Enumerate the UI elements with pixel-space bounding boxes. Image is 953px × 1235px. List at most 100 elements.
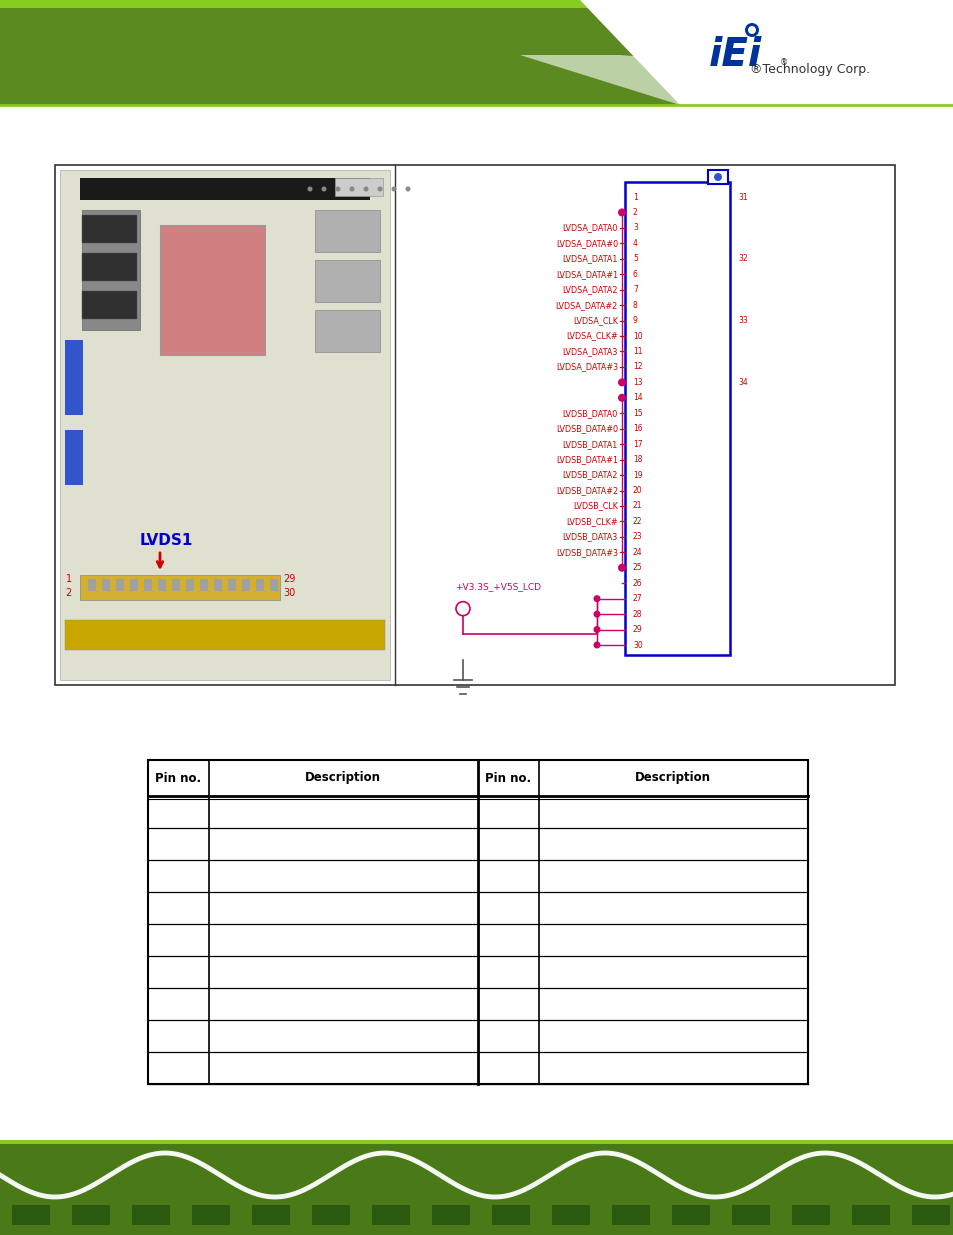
Bar bbox=[372, 1205, 410, 1225]
Text: LVDSA_CLK: LVDSA_CLK bbox=[573, 316, 618, 325]
Bar bbox=[314, 310, 379, 352]
Circle shape bbox=[593, 610, 599, 618]
Text: Description: Description bbox=[635, 772, 711, 784]
Circle shape bbox=[618, 394, 625, 401]
Text: LVDSB_DATA#0: LVDSB_DATA#0 bbox=[556, 425, 618, 433]
Text: 21: 21 bbox=[633, 501, 641, 510]
Text: 15: 15 bbox=[633, 409, 642, 417]
Circle shape bbox=[363, 186, 368, 191]
Circle shape bbox=[618, 378, 625, 387]
Circle shape bbox=[713, 173, 721, 182]
Bar bbox=[116, 579, 124, 592]
Text: 2: 2 bbox=[66, 588, 71, 598]
Bar bbox=[0, 0, 953, 7]
Bar bbox=[65, 620, 385, 650]
Text: LVDSA_CLK#: LVDSA_CLK# bbox=[566, 331, 618, 341]
Text: 14: 14 bbox=[633, 393, 642, 403]
Text: 24: 24 bbox=[633, 548, 642, 557]
Bar bbox=[492, 1205, 530, 1225]
Bar bbox=[82, 253, 137, 282]
Text: 9: 9 bbox=[633, 316, 638, 325]
Text: 29: 29 bbox=[283, 574, 295, 584]
Text: 17: 17 bbox=[633, 440, 642, 448]
Bar bbox=[200, 579, 208, 592]
Polygon shape bbox=[519, 56, 953, 105]
Circle shape bbox=[321, 186, 326, 191]
Text: +V3.3S_+V5S_LCD: +V3.3S_+V5S_LCD bbox=[455, 582, 540, 592]
Text: 27: 27 bbox=[633, 594, 642, 603]
Bar bbox=[132, 1205, 170, 1225]
Bar bbox=[172, 579, 180, 592]
Text: LVDSB_DATA3: LVDSB_DATA3 bbox=[562, 532, 618, 541]
Text: LVDSB_DATA#1: LVDSB_DATA#1 bbox=[556, 456, 618, 464]
Text: 19: 19 bbox=[633, 471, 642, 479]
Text: 6: 6 bbox=[633, 269, 638, 279]
Bar bbox=[432, 1205, 470, 1225]
Bar bbox=[612, 1205, 649, 1225]
Text: 29: 29 bbox=[633, 625, 642, 634]
Circle shape bbox=[377, 186, 382, 191]
Bar bbox=[335, 178, 382, 196]
Bar bbox=[71, 1205, 110, 1225]
Text: 31: 31 bbox=[738, 193, 747, 201]
Circle shape bbox=[349, 186, 355, 191]
Bar bbox=[160, 225, 265, 354]
Bar bbox=[731, 1205, 769, 1225]
Text: LVDSA_DATA#2: LVDSA_DATA#2 bbox=[556, 300, 618, 310]
Circle shape bbox=[744, 23, 759, 37]
Bar bbox=[851, 1205, 889, 1225]
Circle shape bbox=[593, 626, 599, 634]
Text: LVDSB_DATA#3: LVDSB_DATA#3 bbox=[556, 548, 618, 557]
Text: LVDSA_DATA1: LVDSA_DATA1 bbox=[562, 254, 618, 263]
Text: 30: 30 bbox=[283, 588, 294, 598]
Text: 32: 32 bbox=[738, 254, 747, 263]
Circle shape bbox=[618, 563, 625, 572]
Bar bbox=[186, 579, 193, 592]
Circle shape bbox=[593, 595, 599, 603]
Bar bbox=[911, 1205, 949, 1225]
Bar bbox=[624, 182, 729, 655]
Text: 11: 11 bbox=[633, 347, 641, 356]
Text: ®: ® bbox=[780, 58, 787, 68]
Text: 26: 26 bbox=[633, 579, 642, 588]
Bar bbox=[80, 576, 280, 600]
Bar bbox=[65, 340, 83, 415]
Text: LVDSB_DATA#2: LVDSB_DATA#2 bbox=[556, 487, 618, 495]
Bar bbox=[55, 165, 894, 685]
Text: LVDSB_DATA1: LVDSB_DATA1 bbox=[562, 440, 618, 448]
Bar bbox=[228, 579, 235, 592]
Text: 8: 8 bbox=[633, 300, 638, 310]
Text: 18: 18 bbox=[633, 456, 641, 464]
Text: LVDSA_DATA#0: LVDSA_DATA#0 bbox=[556, 238, 618, 248]
Bar bbox=[0, 1140, 953, 1235]
Text: LVDSB_DATA0: LVDSB_DATA0 bbox=[562, 409, 618, 417]
Bar bbox=[82, 210, 140, 330]
Text: 16: 16 bbox=[633, 425, 642, 433]
Bar bbox=[88, 579, 96, 592]
Text: Pin no.: Pin no. bbox=[485, 772, 531, 784]
Circle shape bbox=[335, 186, 340, 191]
Bar bbox=[707, 170, 727, 184]
Bar bbox=[312, 1205, 350, 1225]
Text: 25: 25 bbox=[633, 563, 642, 572]
Circle shape bbox=[391, 186, 396, 191]
Text: 4: 4 bbox=[633, 238, 638, 248]
Text: LVDSB_DATA2: LVDSB_DATA2 bbox=[562, 471, 618, 479]
Text: 3: 3 bbox=[633, 224, 638, 232]
Text: 13: 13 bbox=[633, 378, 642, 387]
Bar bbox=[65, 430, 83, 485]
Text: 7: 7 bbox=[633, 285, 638, 294]
Text: LVDSB_CLK#: LVDSB_CLK# bbox=[566, 517, 618, 526]
Bar bbox=[0, 1140, 953, 1144]
Text: LVDSA_DATA0: LVDSA_DATA0 bbox=[562, 224, 618, 232]
Circle shape bbox=[618, 209, 625, 216]
Bar bbox=[314, 210, 379, 252]
Bar bbox=[148, 760, 807, 1084]
Text: LVDSA_DATA2: LVDSA_DATA2 bbox=[562, 285, 618, 294]
Text: 2: 2 bbox=[633, 207, 638, 217]
Text: LVDSA_DATA#3: LVDSA_DATA#3 bbox=[556, 362, 618, 372]
Bar bbox=[144, 579, 152, 592]
Bar bbox=[130, 579, 138, 592]
Bar bbox=[80, 178, 370, 200]
Bar bbox=[791, 1205, 829, 1225]
